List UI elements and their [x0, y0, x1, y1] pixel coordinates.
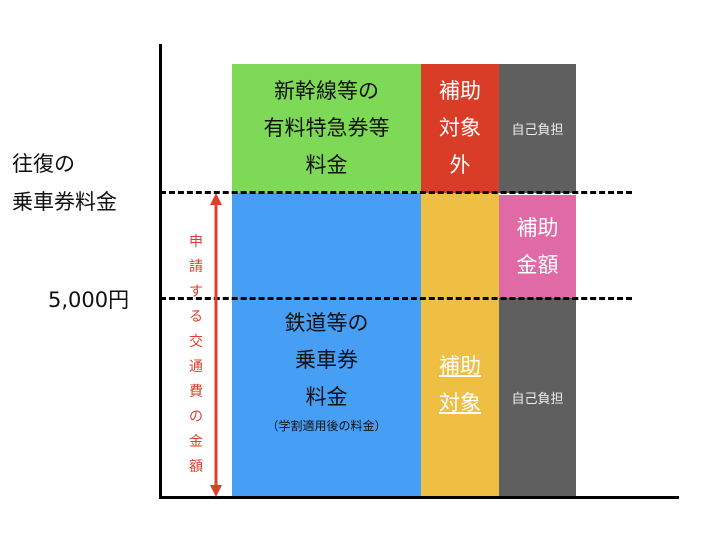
label-line: 乗車券料金 [12, 190, 117, 214]
arrow-label-char: 通 [189, 359, 203, 375]
text: 乗車券 [295, 347, 358, 372]
threshold-dashed-line [160, 297, 632, 300]
applied-amount-label: 申請する交通費の金額 [186, 230, 206, 480]
arrow-label-char: の [189, 409, 203, 425]
x-axis [159, 496, 679, 499]
arrow-label-char: る [189, 309, 203, 325]
fare-note: （学割適用後の料金） [266, 418, 387, 433]
text: 補助 [439, 79, 481, 103]
threshold-label: 5,000円 [48, 288, 130, 312]
arrow-label-char: 申 [189, 234, 203, 250]
text: 補助 [439, 354, 481, 378]
text: 有料特急券等 [263, 116, 390, 140]
y-axis [159, 44, 162, 499]
arrow-label-char: す [189, 284, 203, 300]
arrow-label-char: 交 [189, 334, 203, 350]
text: 補助 [516, 215, 559, 240]
text: 対象 [439, 391, 481, 415]
text: 料金 [305, 384, 348, 409]
text: 金額 [516, 252, 559, 277]
arrow-label-char: 費 [189, 384, 203, 400]
self-pay-top-block: 自己負担 [499, 64, 576, 193]
text: 新幹線等の [274, 79, 379, 103]
self-pay-bottom-block: 自己負担 [499, 298, 576, 497]
text: 対象 [439, 116, 481, 140]
text: 外 [449, 153, 471, 177]
text: 料金 [305, 153, 348, 177]
double-arrow-icon [210, 193, 222, 497]
arrow-label-char: 金 [189, 434, 203, 450]
covered-block: 補助 対象 [421, 193, 499, 497]
express-fee-block: 新幹線等の 有料特急券等 料金 [232, 64, 421, 193]
label-line: 往復の [12, 152, 75, 176]
not-covered-block: 補助 対象 外 [421, 64, 499, 193]
arrow-label-char: 請 [189, 259, 203, 275]
round-trip-dashed-line [160, 191, 632, 194]
text: 鉄道等の [284, 310, 369, 335]
arrow-label-char: 額 [189, 459, 203, 475]
fare-block: 鉄道等の 乗車券 料金 （学割適用後の料金） [232, 193, 421, 497]
round-trip-fare-label: 往復の 乗車券料金 [12, 145, 117, 221]
subsidy-amount-block: 補助 金額 [499, 195, 576, 298]
